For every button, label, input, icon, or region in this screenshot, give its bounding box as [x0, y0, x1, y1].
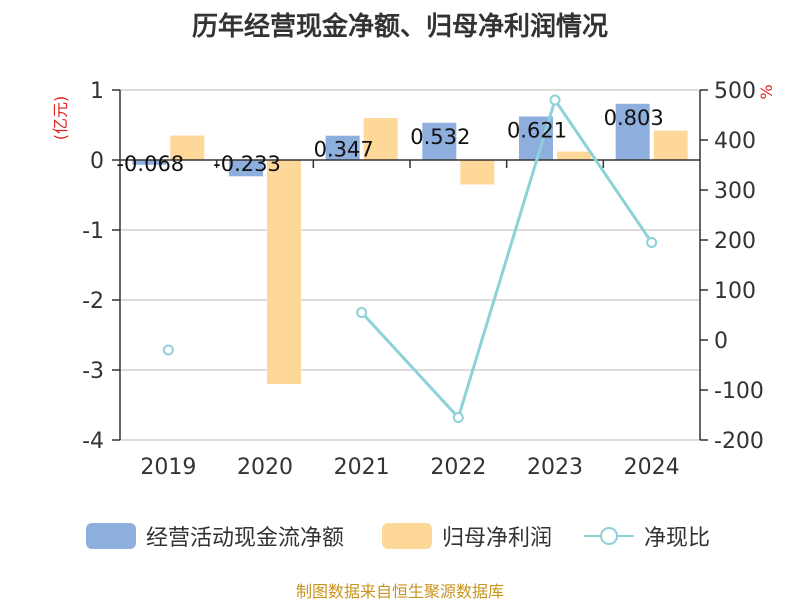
bar-cash-flow-2022	[422, 122, 457, 160]
grid-lines	[120, 89, 700, 441]
ratio-point-2021	[356, 307, 368, 318]
left-tick-label: 0	[90, 149, 104, 174]
legend: 经营活动现金流净额 归母净利润 净现比	[0, 516, 800, 556]
bar-net-profit-2024	[653, 130, 688, 160]
data-label-2024: 0.803	[604, 106, 664, 130]
left-tick-label: -1	[82, 219, 104, 244]
legend-item-net-profit[interactable]: 归母净利润	[382, 516, 552, 556]
x-tick-label-2019: 2019	[140, 455, 196, 480]
legend-swatch-ratio	[584, 523, 634, 549]
right-tick-label: -200	[714, 429, 764, 454]
x-tick-label-2022: 2022	[430, 455, 486, 480]
ratio-line-segment	[360, 96, 653, 421]
x-tick-label-2024: 2024	[624, 455, 680, 480]
legend-label-ratio: 净现比	[644, 526, 711, 551]
left-tick-label: -4	[82, 429, 104, 454]
legend-label-cash-flow: 经营活动现金流净额	[146, 526, 345, 551]
ratio-point-2023	[549, 94, 561, 106]
data-label-2020: -0.233	[213, 152, 281, 176]
bar-net-profit-2023	[557, 151, 591, 160]
bar-cash-flow-2020	[229, 160, 263, 177]
bar-net-profit-2022	[460, 160, 495, 185]
ratio-point-2019	[162, 344, 174, 356]
legend-item-ratio[interactable]: 净现比	[584, 516, 710, 556]
source-note: 制图数据来自恒生聚源数据库	[295, 582, 504, 601]
right-axis-unit: %	[757, 84, 776, 99]
right-tick-label: 400	[714, 129, 756, 154]
ratio-point-2024	[646, 237, 658, 248]
right-tick-label: 100	[714, 279, 756, 304]
data-label-2023: 0.621	[507, 119, 567, 143]
left-tick-label: -3	[82, 359, 104, 384]
left-tick-label: 1	[90, 79, 104, 104]
ratio-line-series	[162, 94, 658, 423]
bar-cash-flow-2021	[325, 135, 360, 160]
data-labels: -0.068 -0.233 0.347 0.532 0.621 0.803	[116, 106, 663, 176]
legend-label-net-profit: 归母净利润	[442, 526, 553, 551]
bar-cash-flow-2024	[615, 103, 650, 160]
right-tick-label: -100	[714, 379, 764, 404]
x-tick-label-2020: 2020	[237, 455, 293, 480]
right-tick-label: 500	[714, 79, 756, 104]
net-profit-bars	[170, 118, 688, 384]
legend-swatch-cash-flow	[86, 523, 136, 549]
left-tick-label: -2	[82, 289, 104, 314]
data-label-2022: 0.532	[410, 125, 470, 149]
legend-item-cash-flow[interactable]: 经营活动现金流净额	[86, 516, 344, 556]
x-tick-label-2023: 2023	[527, 455, 583, 480]
bar-net-profit-2021	[363, 118, 398, 160]
right-tick-label: 0	[714, 329, 728, 354]
left-axis-unit: (亿元)	[51, 96, 70, 141]
bar-cash-flow-2019	[132, 160, 167, 165]
chart-title: 历年经营现金净额、归母净利润情况	[191, 12, 608, 42]
bar-net-profit-2020	[267, 160, 301, 384]
legend-swatch-net-profit	[382, 523, 432, 549]
right-tick-label: 200	[714, 229, 756, 254]
right-tick-label: 300	[714, 179, 756, 204]
x-tick-label-2021: 2021	[334, 455, 390, 480]
bar-net-profit-2019	[170, 135, 205, 160]
data-label-2019: -0.068	[116, 152, 184, 176]
axes: 1 0 -1 -2 -3 -4 500 400 300 200 100 0 -100 -200 2019 20…	[82, 79, 764, 480]
data-label-2021: 0.347	[314, 138, 374, 162]
ratio-point-2022	[452, 412, 464, 423]
